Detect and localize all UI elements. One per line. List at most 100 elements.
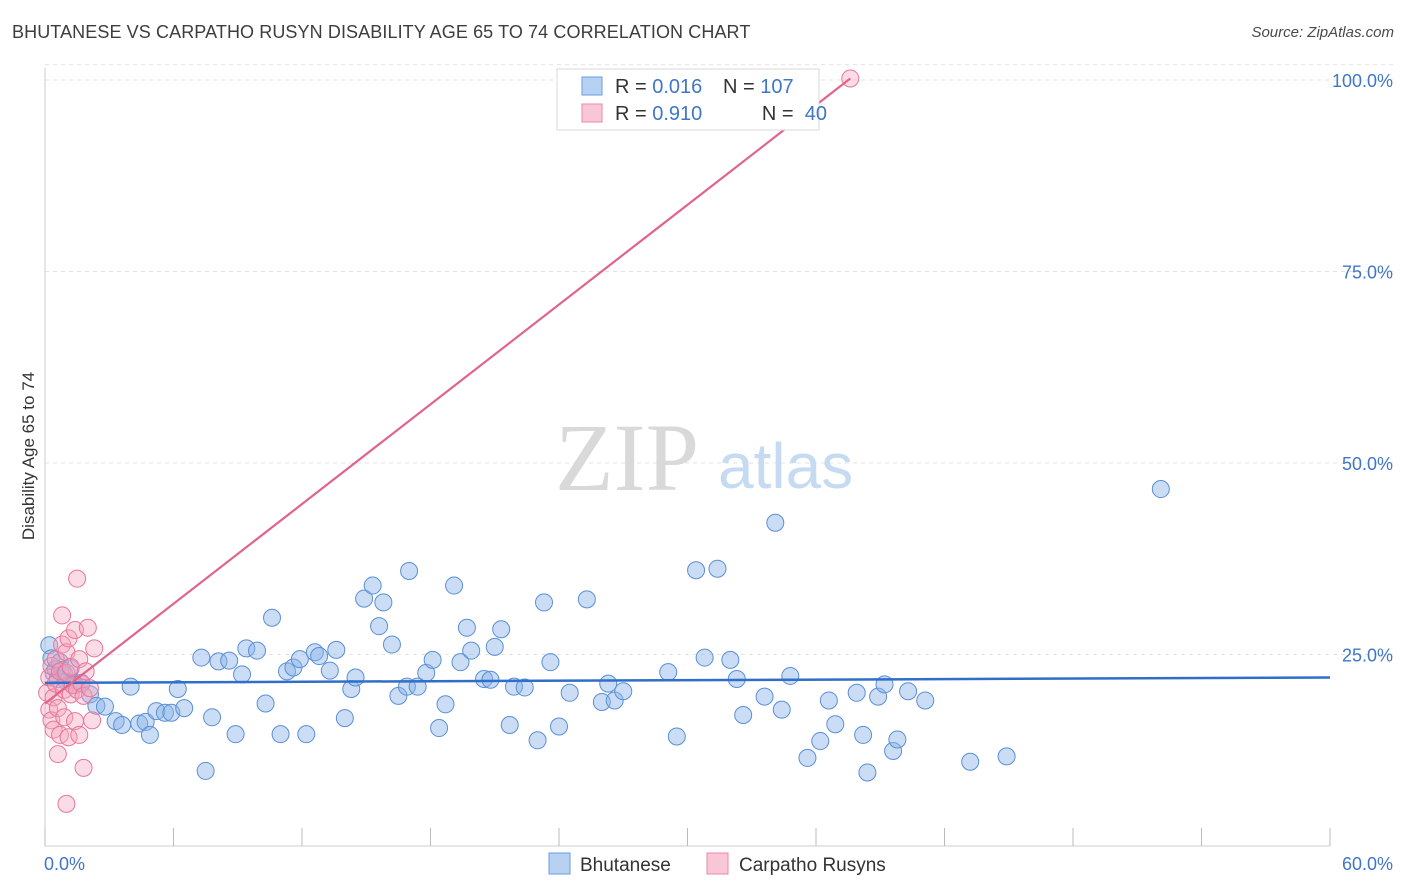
carpatho-rusyn-point-11 [50, 662, 69, 681]
carpatho-rusyn-point-36 [83, 711, 102, 730]
bhutanese-point-107 [916, 691, 935, 710]
bhutanese-point-48 [346, 668, 365, 687]
bhutanese-point-98 [826, 715, 845, 734]
bhutanese-point-77 [560, 683, 579, 702]
grid-lines [45, 64, 1393, 655]
bhutanese-point-22 [155, 703, 174, 722]
y-tick-label-2: 75.0% [1342, 263, 1393, 283]
bhutanese-point-108 [961, 752, 980, 771]
y-tick-label-3: 100.0% [1332, 71, 1393, 91]
legend-n-label-2: N = [762, 103, 799, 125]
bhutanese-point-24 [168, 679, 187, 698]
bhutanese-point-41 [297, 725, 316, 744]
legend-r-value-2: 0.910 [652, 103, 702, 125]
bhutanese-point-44 [320, 661, 339, 680]
bhutanese-point-70 [500, 715, 519, 734]
bhutanese-point-62 [445, 576, 464, 595]
carpatho-rusyn-point-9 [48, 699, 67, 718]
bhutanese-point-14 [95, 697, 114, 716]
bhutanese-point-93 [772, 700, 791, 719]
bhutanese-point-20 [140, 725, 159, 744]
correlation-legend: R = 0.016 N = 107 R = 0.910 N = 40 [556, 68, 855, 131]
bhutanese-point-49 [355, 589, 374, 608]
bhutanese-point-76 [550, 717, 568, 736]
bhutanese-point-87 [708, 559, 727, 578]
bhutanese-point-33 [237, 639, 256, 658]
bhutanese-point-30 [220, 651, 239, 670]
bhutanese-point-110 [1151, 480, 1170, 499]
bhutanese-point-34 [248, 641, 267, 660]
bhutanese-point-79 [592, 692, 611, 711]
bhutanese-point-25 [175, 699, 194, 718]
carpatho-rusyn-point-29 [70, 725, 89, 744]
chart-title: BHUTANESE VS CARPATHO RUSYN DISABILITY A… [12, 22, 751, 42]
carpatho-rusyn-point-10 [48, 745, 67, 764]
bottom-legend-swatch-blue [548, 852, 571, 875]
carpatho-rusyn-point-16 [55, 708, 74, 727]
bhutanese-point-109 [997, 747, 1016, 766]
legend-n-label-1: N = [723, 76, 760, 98]
legend-r-value-1: 0.016 [652, 76, 702, 98]
bhutanese-point-27 [196, 761, 215, 780]
axes [44, 68, 1331, 847]
x-tick-labels: 0.0% 60.0% [44, 854, 1393, 874]
watermark-atlas: atlas [718, 430, 853, 502]
bhutanese-point-66 [475, 670, 494, 689]
bhutanese-point-32 [233, 665, 252, 684]
bhutanese-point-65 [462, 641, 481, 660]
bhutanese-point-69 [492, 620, 511, 639]
legend-r-label-2: R = [615, 103, 652, 125]
bhutanese-point-99 [847, 683, 866, 702]
bhutanese-point-73 [528, 731, 547, 750]
bhutanese-point-51 [370, 617, 389, 636]
bhutanese-point-91 [755, 687, 774, 706]
bhutanese-point-100 [854, 725, 873, 744]
bhutanese-point-35 [256, 694, 275, 713]
bhutanese-point-83 [659, 663, 678, 682]
carpatho-rusyn-trend-line [44, 77, 851, 705]
y-tick-label-0: 25.0% [1342, 646, 1393, 666]
bhutanese-point-17 [121, 677, 140, 696]
bhutanese-point-52 [374, 593, 393, 612]
bhutanese-point-40 [290, 650, 309, 669]
bhutanese-point-106 [899, 682, 918, 701]
legend-swatch-blue [581, 76, 603, 96]
bhutanese-point-80 [599, 674, 618, 693]
carpatho-rusyn-point-35 [80, 679, 99, 698]
svg-text:R = 0.016: R = 0.016 [615, 76, 702, 98]
bhutanese-point-36 [263, 608, 282, 627]
bhutanese-point-78 [577, 590, 596, 609]
bhutanese-point-37 [271, 725, 290, 744]
carpatho-rusyn-point-27 [68, 569, 87, 588]
bottom-legend-label-bhutanese: Bhutanese [580, 855, 671, 876]
svg-text:R = 0.910: R = 0.910 [615, 103, 702, 125]
y-tick-label-1: 50.0% [1342, 454, 1393, 474]
legend-r-label-1: R = [615, 76, 652, 98]
legend-n-value-1: 107 [760, 76, 793, 98]
x-tick-label-min: 0.0% [44, 854, 85, 874]
bhutanese-point-105 [888, 730, 907, 749]
bhutanese-point-68 [485, 637, 504, 656]
series-legend: Bhutanese Carpatho Rusyns [548, 852, 886, 876]
bhutanese-point-28 [203, 708, 222, 727]
legend-swatch-pink [581, 103, 603, 123]
watermark: ZIP atlas [555, 404, 853, 511]
bhutanese-point-75 [541, 653, 560, 672]
legend-n-value-2: 40 [799, 103, 827, 125]
carpatho-rusyn-point-32 [74, 758, 93, 777]
bhutanese-point-82 [614, 682, 633, 701]
bhutanese-point-60 [430, 719, 449, 738]
bhutanese-point-50 [363, 576, 382, 595]
bhutanese-point-92 [766, 513, 785, 532]
bhutanese-point-85 [687, 561, 706, 580]
bottom-legend-swatch-pink [706, 852, 729, 875]
x-tick-label-max: 60.0% [1342, 854, 1393, 874]
bhutanese-point-88 [721, 650, 740, 669]
carpatho-rusyn-point-14 [53, 606, 72, 625]
bhutanese-point-74 [535, 593, 554, 612]
bhutanese-point-72 [515, 678, 534, 697]
bhutanese-point-104 [884, 742, 903, 761]
svg-text:N = 40: N = 40 [723, 103, 855, 125]
bhutanese-point-64 [457, 618, 476, 637]
